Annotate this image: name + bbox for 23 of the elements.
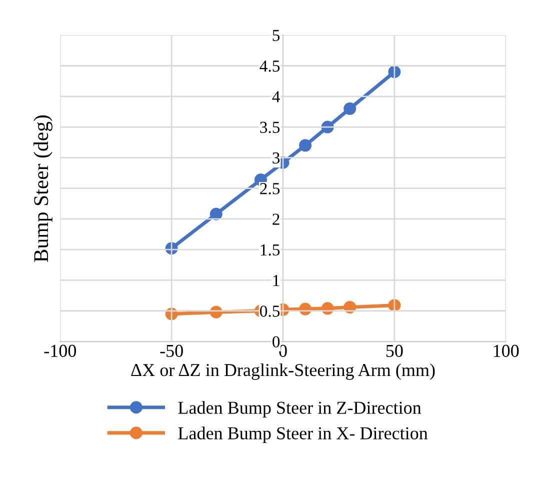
- legend-label: Laden Bump Steer in X- Direction: [178, 426, 428, 444]
- y-tick-label: 0: [272, 336, 280, 348]
- y-tick-label: 5: [272, 30, 280, 42]
- x-axis-title: ΔX or ΔZ in Draglink-Steering Arm (mm): [131, 363, 435, 380]
- point: [299, 139, 312, 152]
- x-tick-label: -100: [44, 344, 76, 357]
- y-tick-label: 3.5: [260, 122, 280, 134]
- legend-label: Laden Bump Steer in Z-Direction: [178, 401, 422, 418]
- y-tick-label: 2.5: [260, 183, 280, 194]
- x-tick-label: 100: [494, 344, 519, 357]
- y-tick-label: 2: [272, 214, 280, 225]
- y-tick-label: 3: [272, 152, 280, 164]
- point: [344, 102, 356, 115]
- y-tick-label: 4.5: [260, 60, 280, 72]
- y-tick-label: 0.5: [260, 306, 280, 317]
- x-tick-label: 50: [386, 344, 403, 357]
- x-tick-label: -50: [160, 344, 183, 357]
- point: [210, 208, 222, 220]
- point: [321, 120, 334, 134]
- y-axis-title: Bump Steer (deg): [33, 115, 52, 262]
- y-tick-label: 1.5: [260, 244, 280, 256]
- y-tick-label: 1: [273, 275, 280, 286]
- y-tick-label: 4: [272, 91, 280, 102]
